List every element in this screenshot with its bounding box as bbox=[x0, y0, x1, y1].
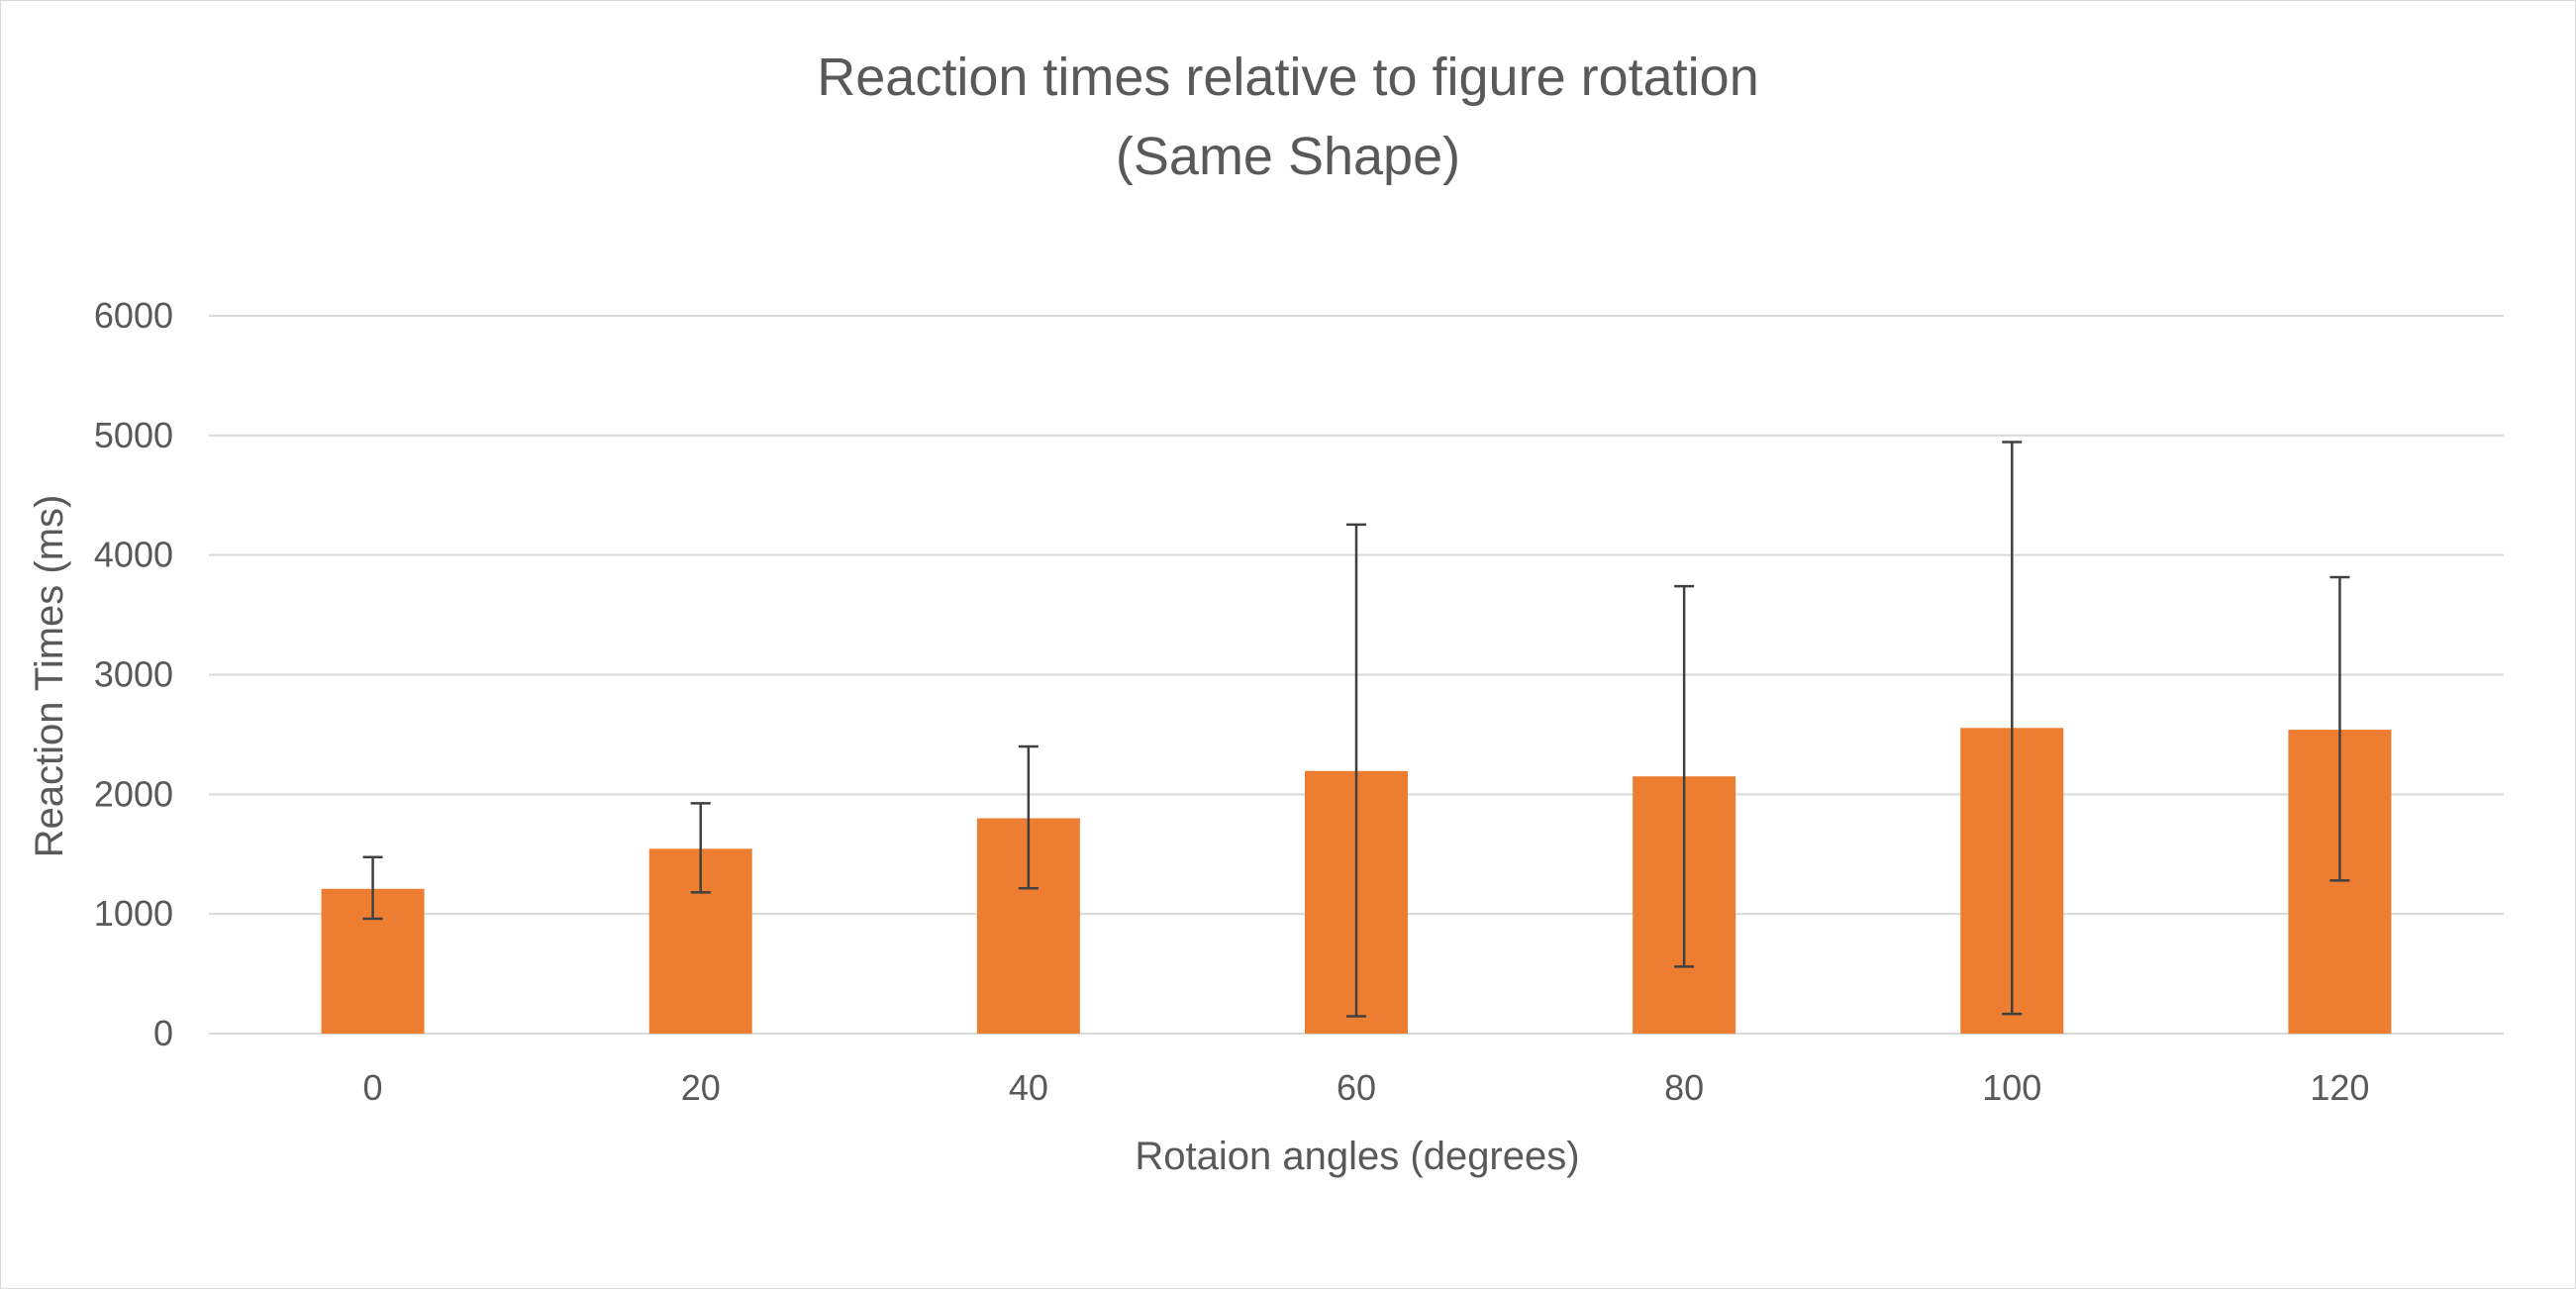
x-tick-label: 80 bbox=[1664, 1067, 1704, 1108]
error-bars bbox=[362, 441, 2350, 1018]
y-tick-label: 2000 bbox=[94, 773, 173, 814]
y-tick-label: 5000 bbox=[94, 415, 173, 455]
y-tick-label: 6000 bbox=[94, 295, 173, 336]
y-tick-label: 0 bbox=[153, 1013, 173, 1053]
x-axis-ticks: 0 20 40 60 80 100 120 bbox=[363, 1067, 2370, 1108]
y-tick-label: 1000 bbox=[94, 893, 173, 934]
x-tick-label: 0 bbox=[363, 1067, 383, 1108]
chart-title: Reaction times relative to figure rotati… bbox=[817, 48, 1758, 107]
y-tick-label: 4000 bbox=[94, 535, 173, 575]
chart-subtitle: (Same Shape) bbox=[1116, 127, 1460, 186]
y-axis-ticks: 0 1000 2000 3000 4000 5000 6000 bbox=[94, 295, 173, 1053]
x-tick-label: 100 bbox=[1982, 1067, 2041, 1108]
y-axis-title: Reaction Times (ms) bbox=[28, 495, 71, 858]
x-axis-title: Rotaion angles (degrees) bbox=[1135, 1135, 1579, 1178]
x-tick-label: 60 bbox=[1337, 1067, 1376, 1108]
y-tick-label: 3000 bbox=[94, 654, 173, 695]
x-tick-label: 20 bbox=[681, 1067, 721, 1108]
x-tick-label: 40 bbox=[1009, 1067, 1048, 1108]
x-tick-label: 120 bbox=[2310, 1067, 2369, 1108]
